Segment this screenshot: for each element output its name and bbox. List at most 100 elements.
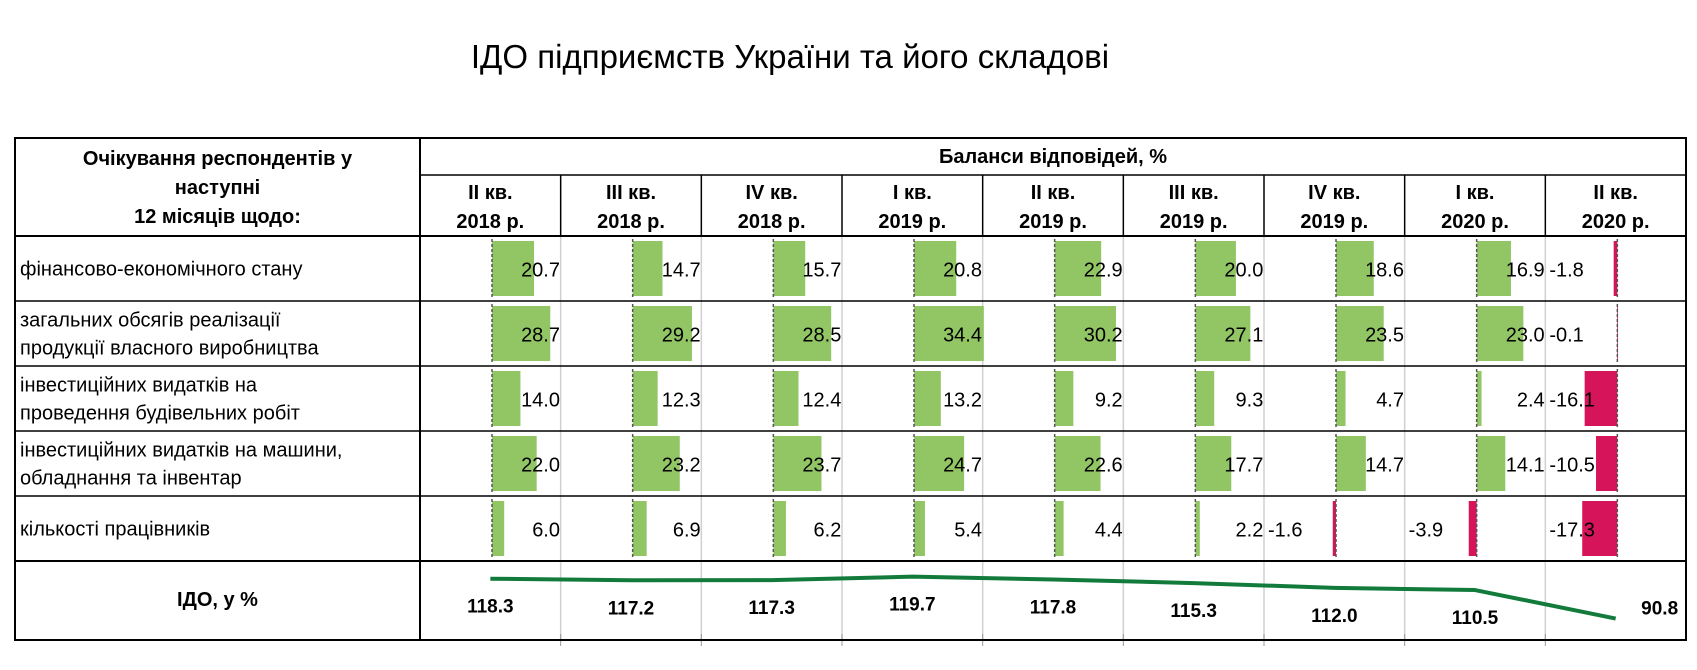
bar [914,436,965,491]
column-header-year: 2019 р. [1160,211,1228,233]
data-label: -1.8 [1549,260,1583,282]
bar [773,306,832,361]
page-title: ІДО підприємств України та його складові [470,38,1110,75]
data-label: 24.7 [943,455,982,477]
bar [1336,371,1346,426]
column-header-year: 2019 р. [1300,211,1368,233]
data-label: 34.4 [943,325,982,347]
data-label: -17.3 [1549,520,1595,542]
index-label: 117.3 [748,598,795,619]
data-label: 23.0 [1506,325,1545,347]
data-label: 14.1 [1506,455,1545,477]
index-label: 118.3 [467,597,514,618]
data-label: 6.2 [814,520,842,542]
bar [1613,241,1618,296]
bar [1476,241,1511,296]
bar [1054,241,1102,296]
column-header-year: 2019 р. [1019,211,1087,233]
series-name: проведення будівельних робіт [20,403,300,425]
bar [1582,501,1618,556]
bar [1195,306,1251,361]
bar [632,371,658,426]
bar [1617,306,1618,361]
bar [1332,501,1336,556]
data-label: -1.6 [1268,520,1302,542]
row-header-label: Очікування респондентів у [83,148,353,170]
bar [1476,436,1506,491]
column-header-year: 2018 р. [456,211,524,233]
data-label: 17.7 [1224,455,1263,477]
data-label: 20.8 [943,260,982,282]
column-header-quarter: II кв. [1593,182,1638,204]
series-name: обладнання та інвентар [20,468,242,490]
bar [1336,306,1384,361]
data-label: 29.2 [662,325,701,347]
data-label: 22.0 [521,455,560,477]
column-header-year: 2018 р. [738,211,806,233]
data-label: 15.7 [802,260,841,282]
data-label: 23.7 [802,455,841,477]
data-label: 23.5 [1365,325,1404,347]
column-header-quarter: II кв. [1031,182,1076,204]
bar [1584,371,1618,426]
table-border [14,137,1687,641]
column-header-quarter: II кв. [468,182,513,204]
data-label: 2.4 [1517,390,1545,412]
data-label: 22.6 [1084,455,1123,477]
data-label: 6.0 [532,520,560,542]
bar [632,501,647,556]
data-label: 6.9 [673,520,701,542]
data-label: -0.1 [1549,325,1583,347]
bar [492,241,535,296]
index-label: 117.2 [608,598,655,619]
bar [1596,436,1618,491]
bar [632,306,692,361]
data-label: -3.9 [1409,520,1443,542]
bar [1336,241,1374,296]
column-header-quarter: I кв. [1456,182,1495,204]
bar [632,436,680,491]
bar [492,436,537,491]
series-name: інвестиційних видатків на машини, [20,440,342,462]
data-label: 14.7 [662,260,701,282]
data-label: 4.7 [1376,390,1404,412]
data-label: -16.1 [1549,390,1595,412]
index-label: 117.8 [1030,597,1077,618]
data-label: 12.4 [802,390,841,412]
bar [914,371,941,426]
bar [492,371,521,426]
index-label: 110.5 [1452,608,1499,629]
series-name: фінансово-економічного стану [20,259,302,281]
bar [773,501,786,556]
data-label: 22.9 [1084,260,1123,282]
data-label: 27.1 [1224,325,1263,347]
bar [914,306,984,361]
bar [773,241,806,296]
data-label: 9.2 [1095,390,1123,412]
bar [632,241,663,296]
bar [773,436,822,491]
index-label: 115.3 [1170,601,1217,622]
series-name: кількості працівників [20,519,210,541]
data-label: 18.6 [1365,260,1404,282]
row-header-label: 12 місяців щодо: [134,206,301,228]
row-header-label: наступні [175,177,260,199]
bar [1195,436,1232,491]
column-header-year: 2020 р. [1582,211,1650,233]
bar [914,501,925,556]
bar [1054,371,1074,426]
group-header-label: Баланси відповідей, % [939,146,1167,168]
data-label: 16.9 [1506,260,1545,282]
column-header-quarter: III кв. [606,182,656,204]
bar [773,371,799,426]
data-label: 2.2 [1236,520,1264,542]
bar [1195,371,1215,426]
index-row-name: ІДО, у % [177,589,258,611]
bar [1476,306,1524,361]
data-label: 30.2 [1084,325,1123,347]
data-label: -10.5 [1549,455,1595,477]
bar [1336,436,1366,491]
series-name: продукції власного виробництва [20,338,319,360]
data-label: 23.2 [662,455,701,477]
